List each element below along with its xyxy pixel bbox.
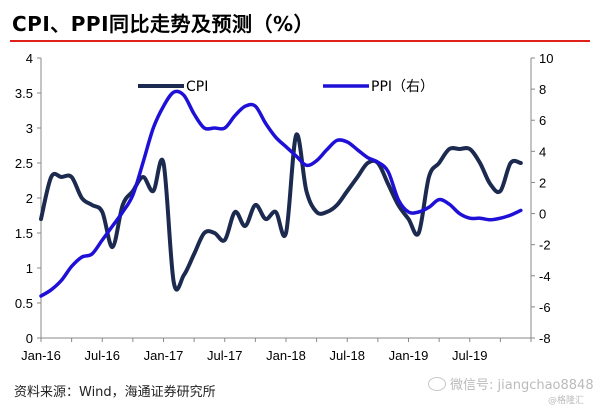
y-left-tick-label: 0.5 bbox=[15, 296, 33, 311]
y-left-tick-label: 2.5 bbox=[15, 156, 33, 171]
x-tick-label: Jan-19 bbox=[389, 348, 429, 363]
x-tick-label: Jul-17 bbox=[207, 348, 242, 363]
y-right-tick-label: 10 bbox=[539, 51, 553, 66]
x-tick-label: Jul-18 bbox=[330, 348, 365, 363]
line-chart: 0 0.5 1 1.5 2 2.5 3 3.5 4 -8 -6 -4 -2 0 2 4 6 8 10 Jan-16 Ju… bbox=[15, 51, 554, 363]
wechat-watermark: 微信号: jiangchao8848 bbox=[428, 374, 594, 393]
watermark-text: 微信号: jiangchao8848 bbox=[450, 378, 594, 393]
x-tick-label: Jan-17 bbox=[144, 348, 184, 363]
legend-label-ppi: PPI（右） bbox=[371, 79, 434, 95]
y-left-tick-label: 3 bbox=[26, 121, 33, 136]
y-right-tick-label: 2 bbox=[539, 175, 546, 190]
y-left-tick-label: 1 bbox=[26, 261, 33, 276]
y-right-tick-label: 8 bbox=[539, 82, 546, 97]
series-line-ppi bbox=[39, 89, 523, 298]
y-right-tick-label: 6 bbox=[539, 113, 546, 128]
source-note: 资料来源：Wind，海通证券研究所 bbox=[14, 385, 216, 400]
y-right-tick-label: 0 bbox=[539, 207, 546, 222]
y-left-tick-label: 2 bbox=[26, 191, 33, 206]
title-underline bbox=[10, 40, 590, 42]
gelonghui-watermark: @格隆汇 bbox=[548, 396, 585, 406]
x-tick-label: Jan-16 bbox=[21, 348, 61, 363]
y-right-tick-label: -4 bbox=[539, 269, 551, 284]
series-line-cpi bbox=[39, 132, 523, 292]
y-right-tick-label: -6 bbox=[539, 300, 551, 315]
x-tick-label: Jul-19 bbox=[452, 348, 487, 363]
legend-label-cpi: CPI bbox=[186, 79, 208, 95]
wechat-icon bbox=[428, 376, 446, 391]
x-tick-label: Jan-18 bbox=[266, 348, 306, 363]
y-left-tick-label: 0 bbox=[26, 331, 33, 346]
chart-title: CPI、PPI同比走势及预测（%） bbox=[12, 12, 315, 36]
y-left-tick-label: 4 bbox=[26, 51, 33, 66]
y-right-tick-label: -8 bbox=[539, 331, 551, 346]
x-tick-label: Jul-16 bbox=[85, 348, 120, 363]
y-left-tick-label: 1.5 bbox=[15, 226, 33, 241]
y-right-tick-label: -2 bbox=[539, 238, 551, 253]
y-left-tick-label: 3.5 bbox=[15, 86, 33, 101]
y-right-tick-label: 4 bbox=[539, 144, 546, 159]
